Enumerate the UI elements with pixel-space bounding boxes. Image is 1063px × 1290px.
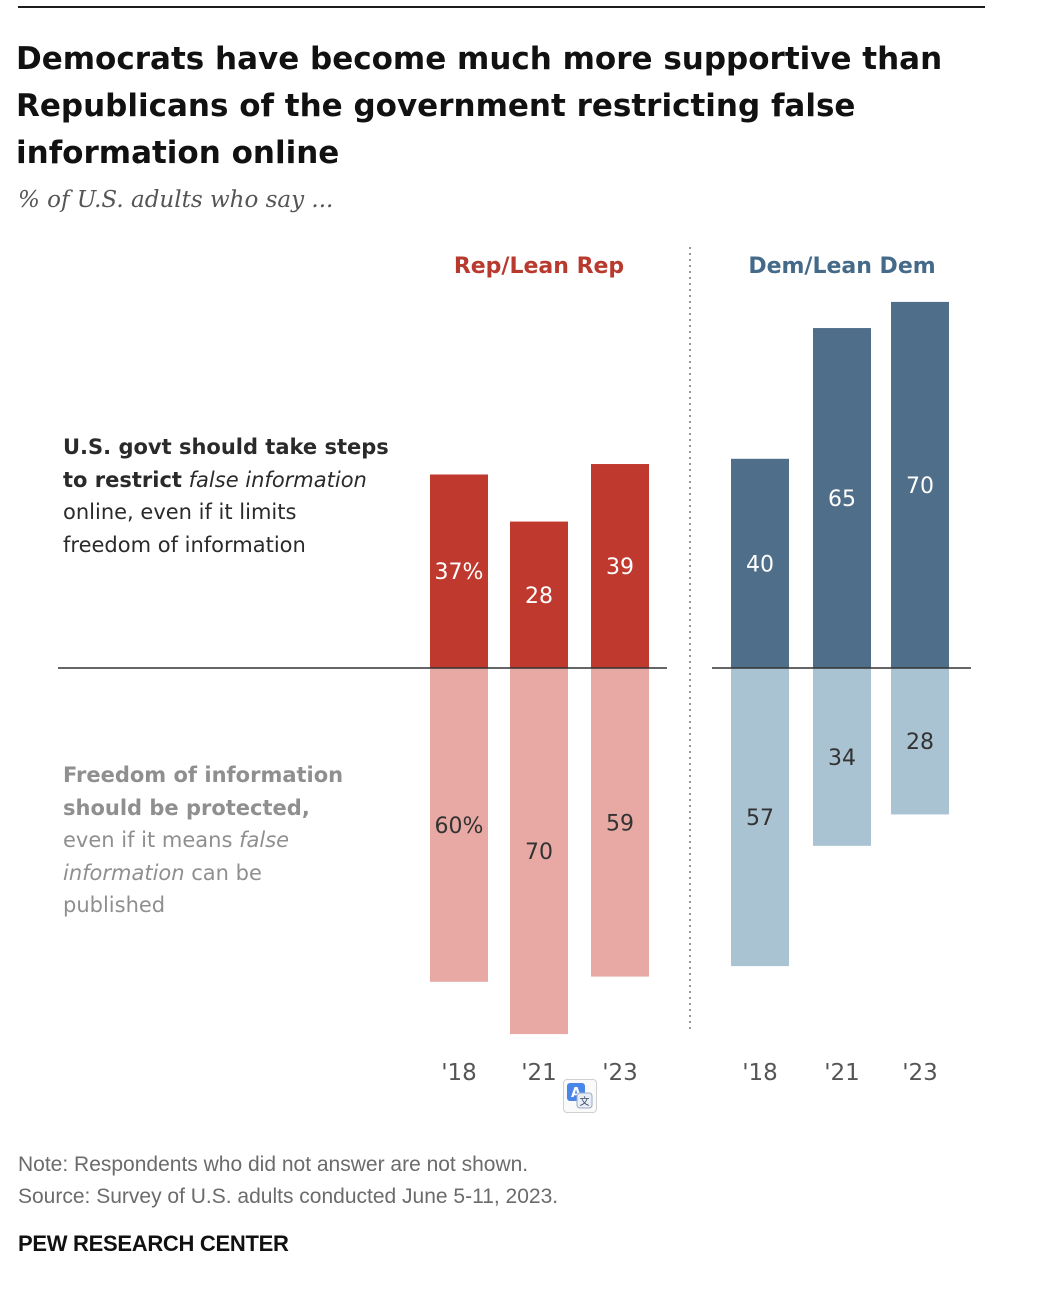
row-label-restrict-italic: false information <box>188 467 367 492</box>
footer-note: Note: Respondents who did not answer are… <box>18 1153 529 1176</box>
row-label-protect-rest2: can be <box>191 860 262 885</box>
row-label-protect-bold1: Freedom of information <box>63 763 344 787</box>
tick-label-1-2: '23 <box>902 1060 938 1086</box>
tick-label-0-1: '21 <box>521 1060 557 1086</box>
svg-text:文: 文 <box>580 1095 590 1108</box>
row-label-restrict-rest2: freedom of information <box>63 532 306 557</box>
row-label-restrict: U.S. govt should take steps to restrict … <box>63 431 423 561</box>
value-label-restrict-0-0: 37% <box>435 560 484 585</box>
brand-logo: PEW RESEARCH CENTER <box>18 1231 289 1256</box>
tick-label-0-0: '18 <box>441 1060 477 1086</box>
row-label-protect-rest1: even if it means <box>63 828 233 852</box>
bar-protect-0-0 <box>430 668 488 982</box>
bar-restrict-1-0 <box>731 458 789 668</box>
group-label-dem: Dem/Lean Dem <box>748 254 935 279</box>
chart-root: Rep/Lean Rep 37% 60% '18 28 70 '21 39 59 '23 Dem/L… <box>58 247 971 1086</box>
row-label-protect-bold2: should be protected, <box>63 795 310 820</box>
chart-title: Democrats have become much more supporti… <box>16 41 943 171</box>
row-label-protect-rest3: published <box>63 893 166 917</box>
footer-source: Source: Survey of U.S. adults conducted … <box>18 1185 559 1208</box>
value-label-restrict-1-2: 70 <box>906 474 934 499</box>
bar-protect-1-1 <box>813 668 871 846</box>
bar-protect-1-2 <box>891 668 949 815</box>
bar-restrict-0-0 <box>430 474 488 668</box>
value-label-protect-0-1: 70 <box>525 840 553 865</box>
bar-protect-0-1 <box>510 668 568 1035</box>
svg-text:A: A <box>571 1086 581 1101</box>
row-label-restrict-rest: online, even if it limits <box>63 500 297 524</box>
value-label-protect-1-2: 28 <box>906 730 934 755</box>
bar-restrict-0-1 <box>510 521 568 668</box>
value-label-protect-0-0: 60% <box>435 814 484 839</box>
top-rule <box>18 6 985 8</box>
row-label-protect-italic1: false <box>239 828 290 852</box>
bar-protect-0-2 <box>591 668 649 977</box>
row-label-protect-italic2: information <box>63 860 185 885</box>
value-label-restrict-1-0: 40 <box>746 552 774 577</box>
tick-label-1-1: '21 <box>824 1060 860 1086</box>
translate-icon-glyph: A 文 <box>567 1083 593 1109</box>
value-label-restrict-0-2: 39 <box>606 555 634 580</box>
tick-label-1-0: '18 <box>742 1060 778 1086</box>
row-label-protect: Freedom of information should be protect… <box>63 759 423 922</box>
bar-protect-1-0 <box>731 668 789 967</box>
tick-label-0-2: '23 <box>602 1060 638 1086</box>
bar-restrict-1-2 <box>891 301 949 668</box>
group-label-rep: Rep/Lean Rep <box>454 254 624 279</box>
row-label-restrict-bold2: to restrict <box>63 467 182 492</box>
value-label-protect-1-0: 57 <box>746 806 774 831</box>
bar-restrict-1-1 <box>813 328 871 668</box>
value-label-restrict-1-1: 65 <box>828 487 856 512</box>
chart-svg: Rep/Lean Rep 37% 60% '18 28 70 '21 39 59 '23 Dem/L… <box>58 247 971 1086</box>
value-label-protect-0-2: 59 <box>606 811 634 836</box>
chart-subtitle: % of U.S. adults who say ... <box>18 187 334 213</box>
translate-icon[interactable]: A 文 <box>563 1079 597 1113</box>
value-label-protect-1-1: 34 <box>828 746 856 771</box>
bar-restrict-0-2 <box>591 464 649 668</box>
value-label-restrict-0-1: 28 <box>525 584 553 609</box>
row-label-restrict-bold1: U.S. govt should take steps <box>63 435 389 459</box>
